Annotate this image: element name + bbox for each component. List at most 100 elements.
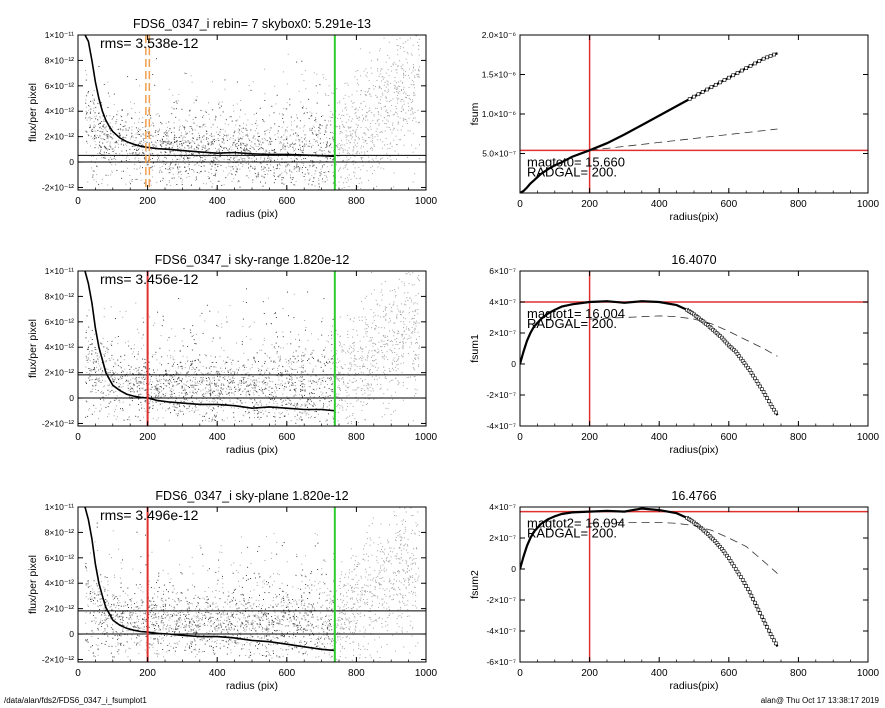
x-tick-label: 1000 bbox=[415, 668, 438, 679]
y-tick-label: 8×10⁻¹² bbox=[45, 55, 74, 65]
rms-annotation: rms= 3.496e-12 bbox=[100, 507, 199, 523]
y-axis-label: fsum bbox=[469, 102, 481, 125]
profile-line bbox=[84, 507, 336, 652]
chart-title: FDS6_0347_i rebin= 7 skybox0: 5.291e-13 bbox=[133, 17, 371, 31]
y-tick-label: 4×10⁻⁷ bbox=[489, 297, 516, 307]
x-tick-label: 0 bbox=[517, 432, 523, 443]
y-tick-label: 2×10⁻⁷ bbox=[489, 328, 516, 338]
y-tick-label: 6×10⁻⁷ bbox=[489, 266, 516, 276]
y-axis-label: flux/per pixel bbox=[27, 555, 39, 614]
axes-frame bbox=[77, 506, 427, 663]
plot-area bbox=[520, 271, 868, 426]
radgal-annotation: RADGAL= 200. bbox=[527, 164, 617, 179]
radgal-annotation: RADGAL= 200. bbox=[527, 526, 617, 541]
y-tick-label: 4×10⁻¹² bbox=[45, 106, 74, 116]
axes-frame bbox=[77, 34, 427, 191]
marker-series-points bbox=[685, 307, 778, 415]
x-tick-label: 1000 bbox=[857, 199, 880, 210]
y-tick-label: 5.0×10⁻⁷ bbox=[482, 149, 516, 159]
x-tick-label: 600 bbox=[278, 668, 295, 679]
x-tick-label: 400 bbox=[651, 668, 668, 679]
plot-area bbox=[78, 271, 426, 426]
y-tick-label: 0 bbox=[69, 393, 74, 403]
plot-area bbox=[520, 507, 868, 662]
profile-line bbox=[84, 35, 336, 158]
y-tick-label: 2.0×10⁻⁶ bbox=[482, 30, 516, 40]
rms-annotation: rms= 3.538e-12 bbox=[100, 35, 199, 51]
radgal-annotation: RADGAL= 200. bbox=[527, 316, 617, 331]
y-tick-label: 2×10⁻⁷ bbox=[489, 533, 516, 543]
x-axis-label: radius (pix) bbox=[226, 680, 278, 692]
y-tick-label: 2×10⁻¹² bbox=[45, 368, 74, 378]
y-tick-label: -6×10⁻⁷ bbox=[486, 657, 516, 667]
x-tick-label: 600 bbox=[278, 432, 295, 443]
x-axis-label: radius(pix) bbox=[669, 444, 718, 456]
y-tick-label: 0 bbox=[511, 359, 516, 369]
y-tick-label: 8×10⁻¹² bbox=[45, 291, 74, 301]
x-tick-label: 800 bbox=[348, 432, 365, 443]
footer-path: /data/alan/fds2/FDS6_0347_i_fsumplot1 bbox=[4, 696, 147, 705]
chart-title: FDS6_0347_i sky-range 1.820e-12 bbox=[155, 253, 350, 267]
x-tick-label: 400 bbox=[651, 199, 668, 210]
x-tick-label: 800 bbox=[790, 668, 807, 679]
y-tick-label: 6×10⁻¹² bbox=[45, 553, 74, 563]
y-tick-label: 2×10⁻¹² bbox=[45, 604, 74, 614]
y-tick-label: 0 bbox=[69, 629, 74, 639]
x-tick-label: 600 bbox=[720, 668, 737, 679]
x-tick-label: 200 bbox=[139, 196, 156, 207]
y-tick-label: 8×10⁻¹² bbox=[45, 527, 74, 537]
panel-3: rms= 3.456e-120 200 400 600 800 1000-2×10⁻¹²0… bbox=[27, 253, 438, 456]
panel-5: rms= 3.496e-120 200 400 600 800 1000-2×10⁻¹²0… bbox=[27, 489, 438, 692]
x-tick-label: 0 bbox=[75, 196, 81, 207]
y-tick-label: 2×10⁻¹² bbox=[45, 132, 74, 142]
y-tick-label: -2×10⁻⁷ bbox=[486, 595, 516, 605]
x-tick-label: 400 bbox=[651, 432, 668, 443]
x-tick-label: 200 bbox=[581, 199, 598, 210]
y-tick-label: -2×10⁻¹² bbox=[42, 654, 74, 664]
y-tick-label: -4×10⁻⁷ bbox=[486, 421, 516, 431]
y-tick-label: -2×10⁻¹² bbox=[42, 418, 74, 428]
dashed-series bbox=[589, 522, 778, 574]
y-axis-label: flux/per pixel bbox=[27, 83, 39, 142]
y-tick-label: 1×10⁻¹¹ bbox=[45, 502, 74, 512]
y-axis-label: fsum2 bbox=[469, 570, 481, 599]
x-tick-label: 200 bbox=[581, 668, 598, 679]
y-tick-label: 0 bbox=[69, 157, 74, 167]
x-tick-label: 1000 bbox=[415, 432, 438, 443]
y-axis-label: fsum1 bbox=[469, 334, 481, 363]
x-tick-label: 200 bbox=[139, 668, 156, 679]
chart-title: FDS6_0347_i sky-plane 1.820e-12 bbox=[155, 489, 348, 503]
x-tick-label: 0 bbox=[75, 432, 81, 443]
scatter-points bbox=[85, 507, 420, 662]
dashed-series bbox=[589, 128, 778, 151]
x-tick-label: 400 bbox=[209, 668, 226, 679]
y-tick-label: -2×10⁻¹² bbox=[42, 182, 74, 192]
x-tick-label: 400 bbox=[209, 432, 226, 443]
y-tick-label: -2×10⁻⁷ bbox=[486, 390, 516, 400]
dashed-series bbox=[589, 315, 778, 357]
scatter-points bbox=[85, 35, 420, 190]
plot-area bbox=[520, 35, 868, 193]
x-tick-label: 800 bbox=[790, 199, 807, 210]
magtot-annotation: magtot0= 15.660 bbox=[527, 154, 625, 169]
x-tick-label: 1000 bbox=[857, 668, 880, 679]
y-tick-label: 1×10⁻¹¹ bbox=[45, 266, 74, 276]
y-tick-label: 4×10⁻¹² bbox=[45, 578, 74, 588]
x-axis-label: radius(pix) bbox=[669, 211, 718, 223]
x-tick-label: 600 bbox=[720, 432, 737, 443]
x-tick-label: 1000 bbox=[857, 432, 880, 443]
x-tick-label: 200 bbox=[581, 432, 598, 443]
magtot-annotation: magtot1= 16.004 bbox=[527, 306, 625, 321]
y-tick-label: 1.0×10⁻⁶ bbox=[482, 109, 516, 119]
x-axis-label: radius(pix) bbox=[669, 680, 718, 692]
x-tick-label: 0 bbox=[517, 199, 523, 210]
y-tick-label: 1.5×10⁻⁶ bbox=[482, 70, 516, 80]
x-tick-label: 400 bbox=[209, 196, 226, 207]
x-tick-label: 800 bbox=[348, 196, 365, 207]
y-tick-label: 6×10⁻¹² bbox=[45, 81, 74, 91]
marker-series-points bbox=[687, 52, 776, 101]
plot-area bbox=[78, 35, 426, 190]
